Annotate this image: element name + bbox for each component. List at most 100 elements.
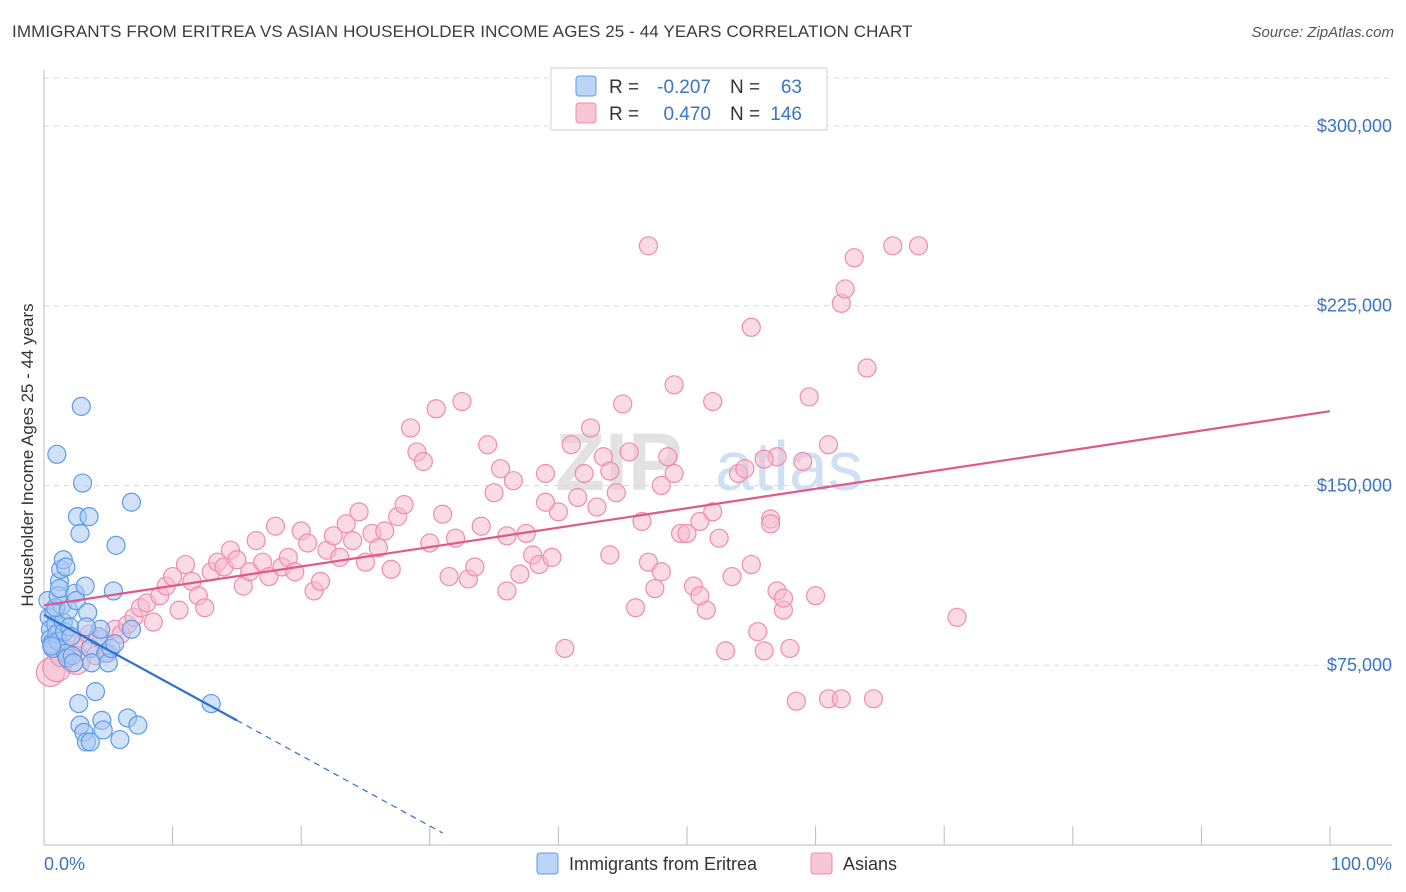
asians-point-131 <box>703 391 723 412</box>
y-tick-label-2: $225,000 <box>1317 296 1392 316</box>
asians-point-118 <box>805 586 826 606</box>
stats-legend: R = -0.207 N = 63 R = 0.470 N = 146 <box>550 67 828 131</box>
asians-point-108 <box>735 459 755 479</box>
eritrea-point-36 <box>79 507 99 527</box>
eritrea-point-33 <box>47 444 67 464</box>
asians-point-119 <box>818 435 839 455</box>
asians-point-109 <box>741 554 761 575</box>
x-ticks <box>43 826 1331 845</box>
asians-point-40 <box>298 533 318 553</box>
asians-point-95 <box>651 475 671 496</box>
asians-point-91 <box>625 598 646 618</box>
asians-point-126 <box>908 236 929 256</box>
y-axis-label: Householder Income Ages 25 - 44 years <box>18 303 37 606</box>
asians-point-42 <box>310 571 331 591</box>
asians-point-89 <box>613 394 633 414</box>
asians-point-132 <box>664 375 684 395</box>
legend-blue-n-label: N = <box>730 77 760 98</box>
asians-point-121 <box>835 279 855 299</box>
x-tick-label-min: 0.0% <box>44 854 85 874</box>
series-asians-points <box>35 236 967 711</box>
asians-point-103 <box>703 502 723 522</box>
asians-point-105 <box>715 641 736 661</box>
y-tick-label-0: $75,000 <box>1327 655 1392 675</box>
asians-point-60 <box>426 399 446 419</box>
asians-point-117 <box>799 387 819 407</box>
asians-point-21 <box>175 554 196 575</box>
asians-point-101 <box>690 511 710 532</box>
asians-point-53 <box>381 559 401 579</box>
asians-point-72 <box>503 471 523 491</box>
asians-point-61 <box>433 504 453 524</box>
asians-point-84 <box>580 418 601 438</box>
trend-line-eritrea-extension <box>236 719 443 834</box>
legend-pink-n-label: N = <box>730 104 760 125</box>
asians-point-78 <box>542 547 562 567</box>
asians-point-24 <box>195 598 215 618</box>
trend-line-eritrea <box>43 613 238 722</box>
source-label: Source: ZipAtlas.com <box>1251 24 1394 41</box>
asians-point-66 <box>465 557 485 577</box>
asians-point-137 <box>497 581 517 601</box>
asians-point-51 <box>368 538 388 558</box>
asians-point-111 <box>754 641 774 661</box>
asians-point-87 <box>600 545 620 565</box>
asians-point-93 <box>638 552 659 572</box>
y-tick-label-1: $150,000 <box>1317 475 1392 495</box>
eritrea-point-22 <box>56 557 76 577</box>
eritrea-point-60 <box>121 619 142 639</box>
asians-point-94 <box>645 578 665 599</box>
asians-point-56 <box>400 418 421 438</box>
asians-point-127 <box>947 607 967 627</box>
asians-point-59 <box>420 533 440 553</box>
legend-pink-r-value: 0.470 <box>663 104 711 125</box>
y-tick-label-3: $300,000 <box>1317 116 1392 136</box>
chart-title: IMMIGRANTS FROM ERITREA VS ASIAN HOUSEHO… <box>12 22 913 41</box>
bottom-legend-label-pink: Asians <box>843 854 897 874</box>
asians-point-52 <box>375 521 395 541</box>
y-tick-labels: $75,000 $150,000 $225,000 $300,000 <box>1317 116 1392 675</box>
asians-point-99 <box>677 523 697 544</box>
eritrea-point-27 <box>63 653 84 673</box>
eritrea-point-17 <box>42 636 62 656</box>
asians-point-123 <box>857 358 877 378</box>
eritrea-point-47 <box>121 492 142 512</box>
asians-point-62 <box>439 566 459 587</box>
trend-line-asians <box>43 410 1331 607</box>
asians-point-88 <box>606 483 626 503</box>
asians-point-79 <box>548 502 569 522</box>
asians-point-104 <box>709 528 729 548</box>
asians-point-122 <box>844 248 864 268</box>
asians-point-31 <box>240 562 260 582</box>
asians-point-69 <box>484 483 504 503</box>
asians-point-58 <box>413 451 433 472</box>
eritrea-point-61 <box>103 581 124 601</box>
eritrea-point-31 <box>70 523 90 544</box>
legend-blue-n-value: 63 <box>781 77 802 98</box>
asians-point-96 <box>658 447 678 467</box>
asians-point-90 <box>619 442 639 462</box>
eritrea-point-59 <box>128 715 148 735</box>
asians-point-80 <box>555 638 575 659</box>
asians-point-29 <box>227 550 247 570</box>
eritrea-point-57 <box>110 729 130 750</box>
asians-point-133 <box>690 586 710 606</box>
asians-point-77 <box>535 463 556 484</box>
asians-point-70 <box>490 459 511 479</box>
asians-point-68 <box>478 435 498 455</box>
asians-point-48 <box>349 502 369 522</box>
asians-point-35 <box>265 516 286 536</box>
series-legend: Immigrants from Eritrea Asians <box>536 852 897 875</box>
asians-point-138 <box>831 689 851 709</box>
eritrea-point-54 <box>80 732 100 752</box>
bottom-legend-label-blue: Immigrants from Eritrea <box>569 854 758 874</box>
asians-point-115 <box>780 638 800 659</box>
eritrea-point-56 <box>93 720 113 740</box>
legend-swatch-blue <box>575 75 597 97</box>
eritrea-point-39 <box>85 682 106 702</box>
asians-point-139 <box>773 588 794 608</box>
eritrea-point-45 <box>106 535 126 555</box>
asians-point-55 <box>394 495 414 515</box>
legend-pink-n-value: 146 <box>770 104 802 125</box>
